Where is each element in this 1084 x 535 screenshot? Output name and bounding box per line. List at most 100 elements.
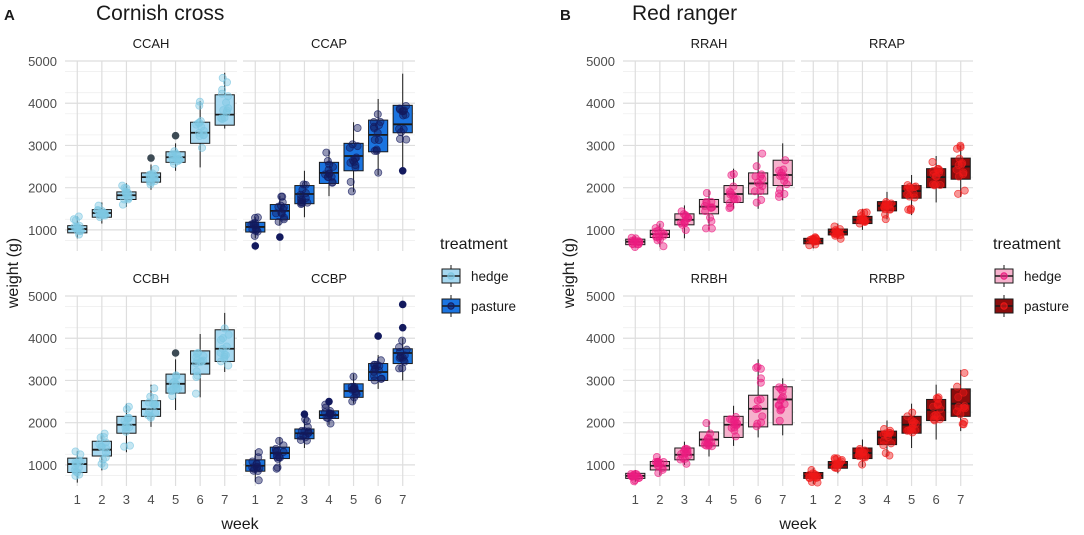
box-week-5: [723, 168, 744, 213]
outlier-point: [374, 332, 382, 340]
data-point: [756, 364, 765, 373]
data-point: [756, 374, 765, 383]
box-week-3: [674, 441, 695, 468]
x-tick-label: 7: [399, 492, 406, 507]
data-point: [373, 110, 382, 119]
data-point: [275, 453, 284, 462]
box-week-3: [852, 208, 873, 230]
box-week-4: [876, 420, 898, 460]
y-tick-label: 2000: [586, 181, 615, 196]
data-point: [961, 404, 970, 413]
y-tick-label: 5000: [586, 289, 615, 304]
data-point: [835, 228, 844, 237]
data-point: [327, 172, 336, 181]
data-point: [707, 217, 716, 226]
data-point: [150, 400, 159, 409]
x-tick-label: 6: [933, 492, 940, 507]
data-point: [959, 170, 968, 179]
data-point: [120, 442, 129, 451]
data-point: [862, 208, 871, 217]
data-point: [347, 382, 356, 391]
y-tick-label: 4000: [28, 96, 57, 111]
x-tick-label: 5: [350, 492, 357, 507]
data-point: [124, 195, 133, 204]
x-tick-label: 5: [730, 492, 737, 507]
data-point: [399, 125, 408, 134]
data-point: [145, 407, 154, 416]
data-point: [276, 201, 285, 210]
y-tick-label: 4000: [586, 331, 615, 346]
data-point: [191, 389, 200, 398]
box-week-7: [772, 143, 793, 201]
data-point: [198, 143, 207, 152]
x-tick-label: 3: [681, 492, 688, 507]
data-point: [936, 180, 945, 189]
data-point: [93, 206, 102, 215]
outlier-point: [251, 242, 260, 250]
outlier-point: [325, 397, 333, 406]
grid: [623, 295, 795, 486]
data-point: [879, 441, 888, 450]
data-point: [682, 459, 691, 468]
y-axis-label: weight (g): [5, 238, 22, 309]
box-week-7: [950, 368, 971, 432]
data-point: [702, 441, 711, 450]
data-point: [811, 240, 820, 249]
box-week-5: [343, 122, 364, 196]
x-axis-label: week: [778, 516, 817, 533]
data-point: [320, 408, 329, 417]
y-tick-label: 1000: [28, 458, 57, 473]
data-point: [702, 224, 711, 233]
data-point: [781, 156, 790, 165]
legend: treatment hedge pasture: [993, 236, 1069, 318]
data-point: [779, 383, 788, 392]
box-week-7: [214, 312, 235, 372]
x-tick-label: 7: [221, 492, 228, 507]
data-point: [400, 357, 409, 366]
data-point: [97, 442, 106, 451]
box-week-3: [116, 181, 137, 209]
data-point: [933, 165, 942, 174]
data-point: [167, 387, 176, 396]
data-point: [832, 227, 841, 236]
data-point: [757, 195, 766, 204]
data-point: [169, 159, 178, 168]
data-point: [71, 447, 80, 456]
data-point: [955, 154, 964, 163]
box-week-6: [368, 355, 389, 389]
data-point: [908, 418, 917, 427]
data-point: [302, 417, 311, 426]
data-point: [402, 345, 411, 354]
y-tick-label: 3000: [28, 373, 57, 388]
x-tick-label: 3: [859, 492, 866, 507]
data-point: [835, 460, 844, 469]
data-point: [930, 181, 939, 190]
data-point: [192, 367, 201, 376]
box-week-5: [723, 405, 744, 446]
data-point: [120, 195, 129, 204]
legend-title: treatment: [993, 236, 1061, 253]
panel-letter: A: [4, 7, 15, 24]
data-point: [677, 207, 686, 216]
box-week-6: [748, 149, 769, 209]
box-week-5: [165, 143, 186, 171]
x-tick-label: 6: [375, 492, 382, 507]
data-point: [100, 461, 109, 470]
box-week-5: [165, 359, 186, 410]
box-week-3: [116, 402, 137, 453]
data-point: [254, 453, 263, 462]
data-point: [195, 97, 204, 106]
data-point: [750, 187, 759, 196]
data-point: [218, 344, 227, 353]
y-axis-label: weight (g): [561, 238, 578, 309]
data-point: [194, 128, 203, 137]
facet-RRBP: RRBP 1 2 3 4 5 6 7: [801, 271, 973, 507]
data-point: [353, 124, 362, 133]
data-point: [887, 439, 896, 448]
box-week-2: [269, 436, 290, 473]
data-point: [150, 173, 159, 182]
data-point: [960, 368, 969, 377]
data-point: [702, 189, 711, 198]
box-week-1: [625, 233, 646, 252]
box-week-5: [901, 175, 922, 216]
